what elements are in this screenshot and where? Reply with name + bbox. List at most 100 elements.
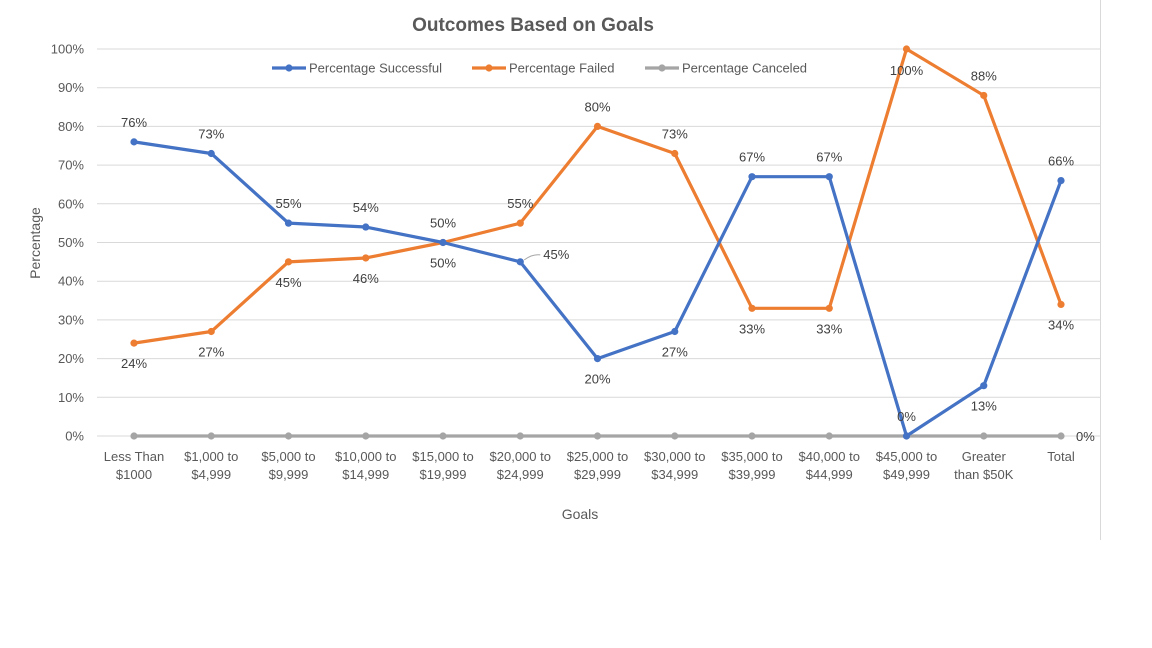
data-point — [825, 173, 833, 181]
data-label: 34% — [1048, 317, 1074, 332]
pane-divider — [1100, 0, 1101, 540]
x-tick-label-line: $39,999 — [729, 467, 776, 482]
data-label: 54% — [353, 200, 379, 215]
x-tick-label-line: Total — [1047, 449, 1075, 464]
data-labels: 76% 73% 55% 54% 50% 45% 20% 27% 67% 67% 0% 13% 66% 24… — [121, 63, 1095, 444]
x-tick-label-line: $24,999 — [497, 467, 544, 482]
x-tick-label-line: $15,000 to — [412, 449, 473, 464]
x-tick-label: $20,000 to $24,999 — [490, 449, 551, 482]
legend-marker — [285, 64, 293, 72]
legend-marker — [658, 64, 666, 72]
data-point — [593, 355, 602, 363]
x-tick-label: $35,000 to $39,999 — [721, 449, 782, 482]
data-label: 66% — [1048, 154, 1074, 169]
data-point — [671, 327, 679, 336]
data-point — [207, 432, 215, 440]
data-point — [825, 432, 833, 440]
data-label: 55% — [275, 196, 301, 211]
x-tick-label-line: $35,000 to — [721, 449, 782, 464]
y-tick-label: 70% — [58, 158, 84, 173]
x-tick-label-line: $4,999 — [191, 467, 231, 482]
data-label: 80% — [584, 99, 610, 114]
data-point — [980, 382, 988, 390]
data-label: 73% — [198, 126, 224, 141]
data-point — [671, 432, 679, 440]
x-tick-label: $5,000 to $9,999 — [261, 449, 315, 482]
data-point — [284, 219, 293, 227]
series-group — [130, 45, 1065, 440]
data-label: 24% — [121, 356, 147, 371]
data-point — [284, 432, 293, 440]
data-point — [439, 432, 447, 440]
data-point — [284, 258, 293, 266]
data-point — [362, 432, 370, 440]
data-label: 27% — [198, 345, 224, 360]
legend-entry: Percentage Failed — [509, 61, 615, 76]
legend: Percentage Successful Percentage Failed Pe… — [272, 61, 807, 76]
data-label: 100% — [890, 63, 924, 78]
x-tick-label: Greater than $50K — [954, 449, 1014, 482]
x-tick-label: $15,000 to $19,999 — [412, 449, 473, 482]
x-axis-title: Goals — [562, 506, 599, 522]
x-tick-label-line: $10,000 to — [335, 449, 396, 464]
x-tick-label-line: $20,000 to — [490, 449, 551, 464]
y-tick-label: 90% — [58, 80, 84, 95]
y-tick-label: 80% — [58, 119, 84, 134]
data-point — [980, 432, 988, 440]
x-tick-label-line: $19,999 — [420, 467, 467, 482]
data-point — [593, 432, 602, 440]
data-point — [439, 238, 447, 247]
data-point — [748, 432, 756, 440]
data-label: 33% — [816, 321, 842, 336]
data-point — [748, 173, 756, 181]
y-tick-label: 40% — [58, 274, 84, 289]
data-label: 33% — [739, 321, 765, 336]
y-tick-label: 100% — [51, 42, 85, 57]
legend-entry: Percentage Canceled — [682, 61, 807, 76]
series-line — [132, 140, 1063, 438]
x-tick-label-line: $44,999 — [806, 467, 853, 482]
x-tick-label: Total — [1047, 449, 1075, 464]
x-tick-label-line: $9,999 — [269, 467, 309, 482]
data-label: 73% — [662, 126, 688, 141]
x-tick-label-line: than $50K — [954, 467, 1014, 482]
data-point — [1057, 176, 1065, 185]
y-tick-label: 0% — [65, 429, 84, 444]
data-label: 76% — [121, 115, 147, 130]
data-label: 50% — [430, 256, 456, 271]
data-point — [207, 149, 215, 158]
series-line — [132, 47, 1063, 345]
y-tick-label: 30% — [58, 312, 84, 327]
x-tick-label-line: $40,000 to — [799, 449, 860, 464]
data-point — [516, 432, 524, 440]
data-label: 13% — [971, 399, 997, 414]
y-tick-label: 60% — [58, 196, 84, 211]
x-tick-label: $25,000 to $29,999 — [567, 449, 628, 482]
data-label: 20% — [584, 372, 610, 387]
data-point — [748, 304, 756, 312]
data-point — [902, 432, 911, 440]
label-leader-line — [523, 254, 541, 261]
x-tick-label-line: $34,999 — [651, 467, 698, 482]
y-tick-label: 20% — [58, 351, 84, 366]
data-point — [516, 219, 524, 227]
data-label: 67% — [739, 150, 765, 165]
x-tick-label: $40,000 to $44,999 — [799, 449, 860, 482]
data-label: 88% — [971, 68, 997, 83]
data-label: 50% — [430, 216, 456, 231]
x-tick-label: $45,000 to $49,999 — [876, 449, 937, 482]
data-point — [207, 327, 215, 336]
x-tick-labels: Less Than $1000 $1,000 to $4,999 $5,000 to $9… — [104, 449, 1075, 482]
data-label: 45% — [275, 275, 301, 290]
data-point — [593, 122, 602, 130]
data-label: 0% — [897, 409, 916, 424]
legend-marker — [485, 64, 493, 72]
data-label: 0% — [1076, 429, 1095, 444]
data-label: 67% — [816, 150, 842, 165]
x-tick-label-line: $45,000 to — [876, 449, 937, 464]
y-axis-title: Percentage — [27, 207, 43, 279]
data-point — [362, 223, 370, 231]
x-tick-label: $1,000 to $4,999 — [184, 449, 238, 482]
legend-entry: Percentage Successful — [309, 61, 442, 76]
